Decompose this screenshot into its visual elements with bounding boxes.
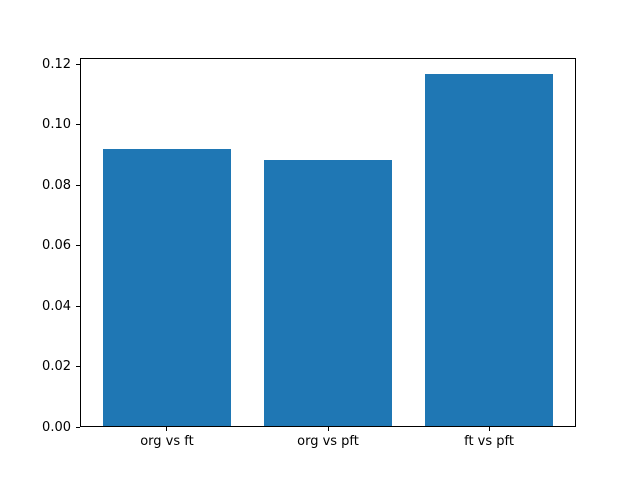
x-tick-label: org vs ft <box>140 434 194 449</box>
y-tick-mark <box>76 184 80 186</box>
x-tick-label: ft vs pft <box>464 434 514 449</box>
x-tick-mark <box>327 427 329 431</box>
y-tick-label: 0.08 <box>42 177 71 193</box>
y-tick-label: 0.00 <box>42 419 71 435</box>
x-tick-mark <box>166 427 168 431</box>
y-tick-mark <box>76 305 80 307</box>
y-tick-mark <box>76 63 80 65</box>
y-tick-mark <box>76 426 80 428</box>
y-tick-mark <box>76 124 80 126</box>
y-tick-label: 0.02 <box>42 359 71 374</box>
y-tick-label: 0.06 <box>42 238 71 254</box>
y-tick-label: 0.10 <box>42 117 71 133</box>
plot-area <box>80 58 576 427</box>
x-tick-label: org vs pft <box>297 434 359 449</box>
y-tick-label: 0.04 <box>42 298 71 314</box>
bar-org-vs-pft <box>263 160 393 426</box>
x-tick-mark <box>488 427 490 431</box>
bar-ft-vs-pft <box>424 74 554 426</box>
y-tick-mark <box>76 366 80 367</box>
bar-org-vs-ft <box>102 149 232 426</box>
y-tick-label: 0.12 <box>42 56 71 72</box>
y-tick-mark <box>76 245 80 247</box>
